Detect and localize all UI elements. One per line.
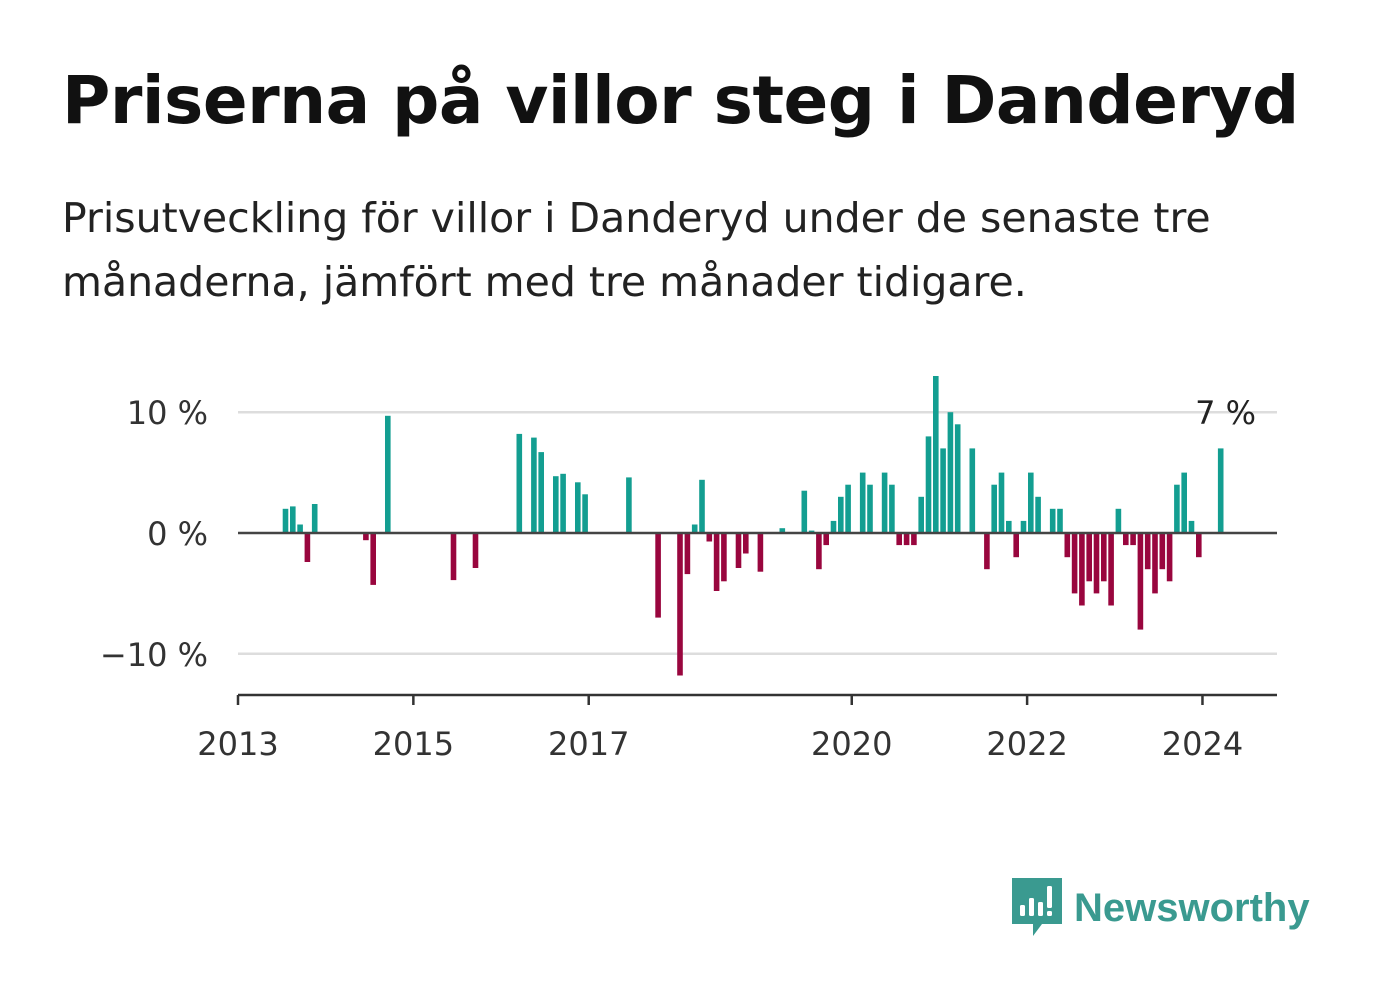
x-tick-label: 2022: [986, 725, 1067, 763]
bar: [830, 520, 837, 533]
bar: [859, 472, 866, 533]
bar: [691, 524, 698, 533]
x-tick-label: 2015: [373, 725, 454, 763]
bar: [881, 472, 888, 533]
bar: [1123, 533, 1129, 546]
bar: [531, 437, 537, 533]
bar: [1130, 533, 1136, 546]
newsworthy-logo-icon: [1012, 878, 1062, 936]
bar: [706, 533, 713, 542]
chart-title: Priserna på villor steg i Danderyd: [62, 62, 1299, 139]
bar: [867, 484, 873, 533]
bar: [998, 472, 1005, 533]
bar: [363, 533, 369, 541]
bar: [713, 533, 720, 591]
bar: [1217, 448, 1224, 533]
bar: [801, 490, 808, 533]
bar: [816, 533, 822, 570]
bar: [757, 533, 764, 572]
bar: [1071, 533, 1078, 594]
brand-logo: Newsworthy: [1012, 878, 1310, 938]
bar: [1086, 533, 1092, 582]
bar: [304, 533, 311, 562]
bar: [472, 533, 479, 568]
bar: [385, 415, 391, 533]
bar: [918, 496, 924, 533]
bar: [290, 506, 296, 533]
bar: [1006, 520, 1012, 533]
bar: [1144, 533, 1151, 570]
y-tick-label: −10 %: [100, 636, 208, 674]
bar: [1079, 533, 1085, 606]
bar: [538, 452, 544, 533]
bar: [947, 412, 954, 533]
bar: [911, 533, 917, 546]
bar: [940, 448, 946, 533]
bar: [1108, 533, 1114, 606]
bar: [1159, 533, 1166, 570]
bar: [984, 533, 990, 570]
x-tick-label: 2024: [1162, 725, 1243, 763]
bar: [896, 533, 902, 546]
bar: [1035, 496, 1041, 533]
bar: [1137, 533, 1144, 630]
bar: [560, 473, 566, 533]
bar: [1049, 508, 1056, 533]
bar: [991, 484, 997, 533]
bar: [1196, 533, 1202, 558]
bar: [450, 533, 457, 581]
bar: [779, 528, 786, 533]
bar: [626, 477, 632, 533]
bar: [954, 424, 961, 533]
bar: [677, 533, 683, 676]
bar: [582, 494, 588, 533]
bar: [1174, 484, 1180, 533]
chart-subtitle: Prisutveckling för villor i Danderyd und…: [62, 194, 1211, 306]
bar: [1152, 533, 1158, 594]
bar: [823, 533, 829, 546]
bar: [1064, 533, 1071, 558]
bar: [933, 376, 939, 533]
bar: [925, 436, 932, 533]
bar: [655, 533, 661, 618]
bar: [845, 484, 851, 533]
bar: [889, 484, 895, 533]
bar: [1013, 533, 1019, 558]
bar: [311, 504, 318, 533]
bar: [684, 533, 691, 575]
bar: [297, 524, 303, 533]
x-tick-label: 2017: [548, 725, 629, 763]
bar: [969, 448, 976, 533]
bar: [1188, 520, 1195, 533]
bar: [575, 482, 581, 533]
bar: [516, 433, 523, 533]
bar: [1166, 533, 1173, 582]
bar: [1057, 508, 1063, 533]
bar: [721, 533, 727, 582]
bar: [699, 479, 705, 533]
value-annotation: 7 %: [1195, 394, 1256, 432]
bar: [282, 508, 289, 533]
bar: [370, 533, 376, 585]
y-tick-label: 0 %: [147, 515, 208, 553]
bar: [743, 533, 749, 554]
bar: [553, 476, 559, 533]
x-tick-label: 2020: [811, 725, 892, 763]
x-tick-label: 2013: [197, 725, 278, 763]
bar: [903, 533, 910, 546]
bar: [1020, 520, 1027, 533]
bar: [1093, 533, 1100, 594]
bar: [1028, 472, 1034, 533]
bar: [1101, 533, 1107, 582]
bar: [735, 533, 742, 568]
bar: [838, 496, 844, 533]
brand-name: Newsworthy: [1074, 885, 1310, 930]
bar: [1181, 472, 1187, 533]
y-tick-label: 10 %: [127, 394, 208, 432]
bar: [1115, 508, 1122, 533]
